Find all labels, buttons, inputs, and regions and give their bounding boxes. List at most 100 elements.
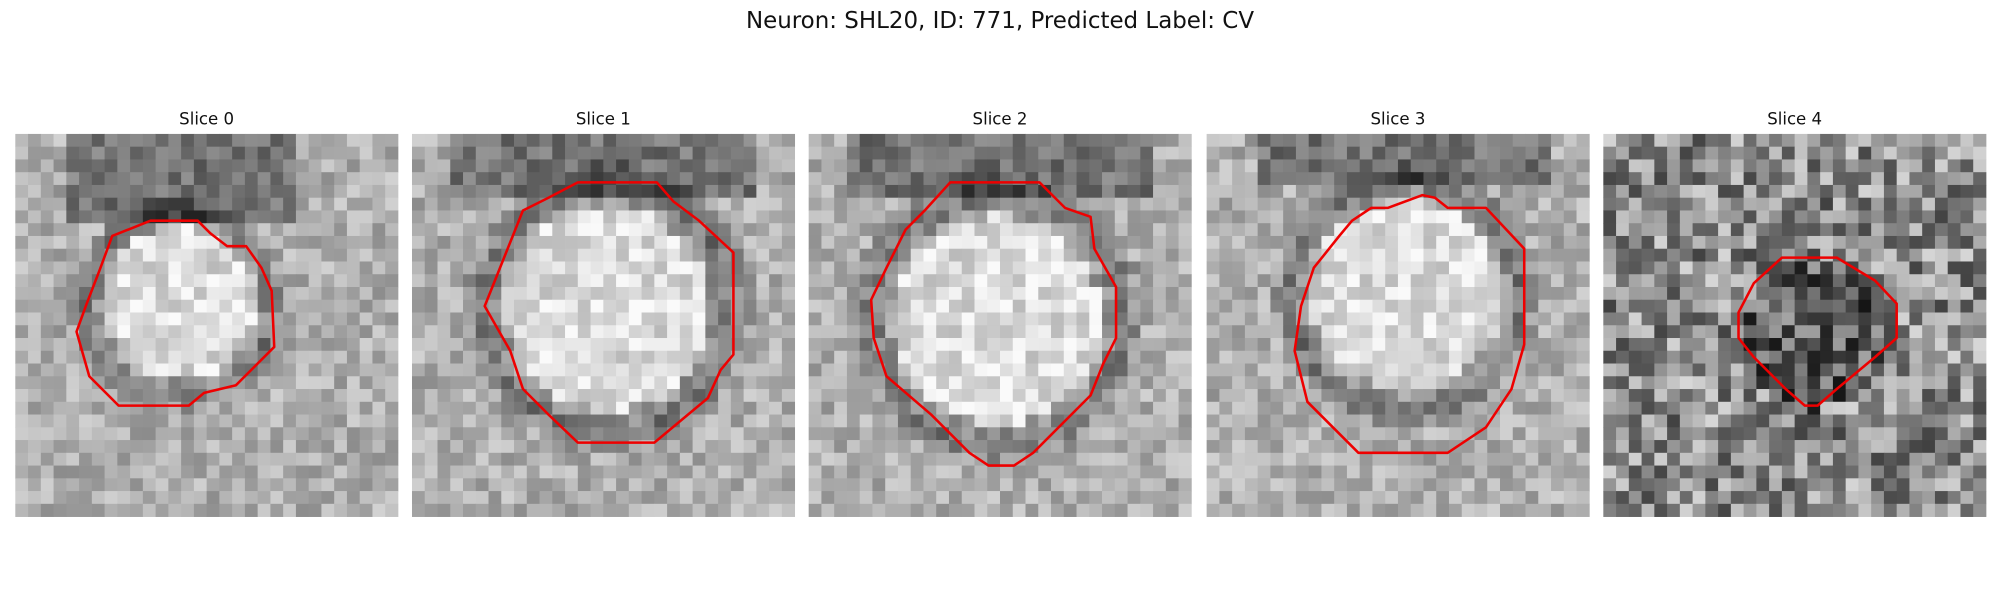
pixel bbox=[244, 414, 259, 428]
pixel bbox=[104, 223, 118, 237]
pixel bbox=[53, 478, 67, 492]
pixel bbox=[411, 146, 426, 160]
pixel bbox=[718, 401, 732, 415]
pixel bbox=[385, 338, 399, 352]
pixel bbox=[1628, 261, 1642, 275]
pixel bbox=[321, 440, 335, 454]
pixel bbox=[1257, 440, 1271, 454]
pixel bbox=[1692, 312, 1706, 326]
pixel bbox=[590, 274, 604, 288]
pixel bbox=[411, 248, 426, 262]
pixel bbox=[181, 350, 195, 364]
pixel bbox=[1334, 210, 1348, 224]
pixel bbox=[603, 414, 617, 428]
pixel bbox=[885, 133, 899, 148]
pixel bbox=[1718, 210, 1732, 224]
pixel bbox=[1474, 350, 1488, 364]
pixel bbox=[1038, 363, 1052, 377]
pixel bbox=[1127, 210, 1141, 224]
pixel bbox=[1436, 146, 1450, 160]
pixel bbox=[936, 146, 950, 160]
pixel bbox=[450, 184, 464, 199]
pixel bbox=[987, 325, 1001, 339]
pixel bbox=[1654, 312, 1668, 326]
pixel bbox=[1076, 274, 1090, 288]
pixel bbox=[1219, 427, 1233, 441]
pixel bbox=[1679, 440, 1693, 454]
pixel bbox=[1922, 401, 1936, 415]
pixel bbox=[1474, 172, 1488, 186]
pixel bbox=[1102, 159, 1116, 173]
pixel bbox=[1487, 172, 1501, 186]
pixel bbox=[1474, 274, 1488, 288]
pixel bbox=[346, 197, 361, 211]
pixel bbox=[411, 210, 426, 224]
pixel bbox=[1973, 389, 1987, 403]
pixel bbox=[834, 452, 848, 466]
pixel bbox=[897, 350, 912, 364]
pixel bbox=[514, 146, 528, 160]
pixel bbox=[1140, 286, 1154, 301]
pixel bbox=[897, 465, 912, 479]
pixel bbox=[1178, 440, 1192, 454]
pixel bbox=[859, 223, 873, 237]
pixel bbox=[1308, 363, 1322, 377]
pixel bbox=[808, 389, 822, 403]
pixel bbox=[40, 491, 54, 505]
pixel bbox=[1512, 414, 1526, 428]
pixel bbox=[526, 503, 540, 517]
pixel bbox=[1244, 248, 1259, 262]
pixel bbox=[1102, 146, 1116, 160]
pixel bbox=[628, 146, 642, 160]
pixel bbox=[232, 197, 246, 211]
pixel bbox=[514, 274, 528, 288]
pixel bbox=[1628, 248, 1642, 262]
pixel bbox=[1025, 274, 1039, 288]
pixel bbox=[679, 235, 693, 250]
pixel bbox=[1845, 172, 1859, 186]
pixel bbox=[1244, 427, 1259, 441]
pixel bbox=[1257, 184, 1271, 199]
pixel bbox=[692, 274, 706, 288]
pixel bbox=[1705, 286, 1719, 301]
pixel bbox=[539, 274, 553, 288]
pixel bbox=[948, 261, 963, 275]
pixel bbox=[346, 235, 361, 250]
pixel bbox=[257, 223, 271, 237]
pixel bbox=[718, 414, 732, 428]
pixel bbox=[104, 389, 118, 403]
pixel bbox=[1832, 210, 1847, 224]
pixel bbox=[463, 261, 477, 275]
pixel bbox=[1038, 133, 1052, 148]
pixel bbox=[1076, 286, 1090, 301]
pixel bbox=[641, 478, 655, 492]
pixel bbox=[1474, 159, 1488, 173]
pixel bbox=[1960, 133, 1974, 148]
pixel bbox=[526, 401, 540, 415]
pixel bbox=[411, 338, 426, 352]
pixel bbox=[1308, 491, 1322, 505]
pixel bbox=[1321, 223, 1335, 237]
pixel bbox=[1385, 478, 1399, 492]
pixel bbox=[1114, 299, 1128, 313]
pixel bbox=[1025, 376, 1039, 390]
pixel bbox=[1769, 414, 1783, 428]
pixel bbox=[1321, 338, 1335, 352]
pixel bbox=[1089, 286, 1103, 301]
pixel bbox=[1947, 325, 1961, 339]
pixel bbox=[1410, 274, 1424, 288]
pixel bbox=[1114, 414, 1128, 428]
pixel bbox=[283, 248, 297, 262]
pixel bbox=[667, 159, 681, 173]
pixel bbox=[1845, 248, 1859, 262]
pixel bbox=[1114, 503, 1128, 517]
pixel bbox=[437, 376, 451, 390]
pixel bbox=[1896, 274, 1910, 288]
pixel bbox=[1769, 184, 1783, 199]
pixel bbox=[1270, 414, 1284, 428]
pixel bbox=[1820, 350, 1834, 364]
pixel bbox=[1089, 197, 1103, 211]
pixel bbox=[539, 184, 553, 199]
pixel bbox=[1922, 503, 1936, 517]
pixel bbox=[40, 274, 54, 288]
